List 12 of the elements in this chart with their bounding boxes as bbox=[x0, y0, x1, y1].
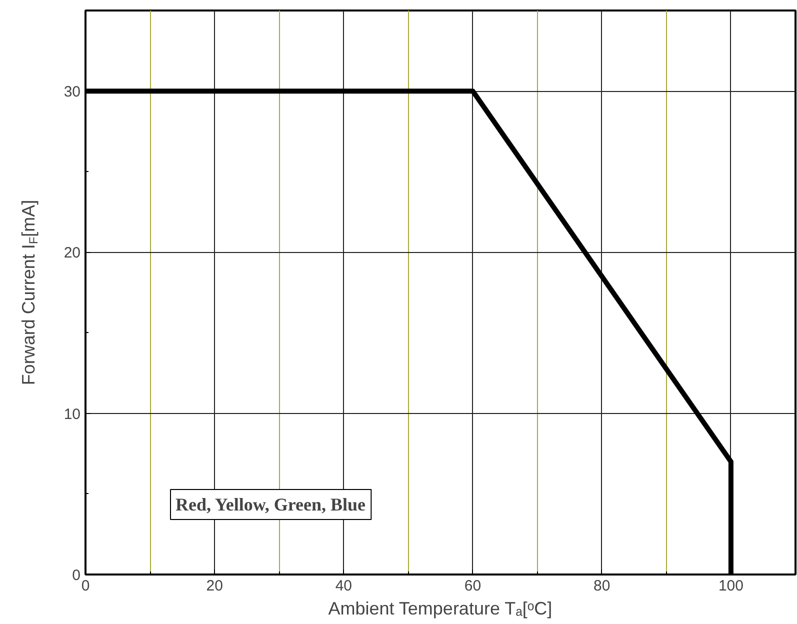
x-tick-label: 20 bbox=[206, 578, 223, 594]
y-tick-label: 0 bbox=[72, 567, 80, 584]
annotation: Red, Yellow, Green, Blue bbox=[176, 494, 366, 514]
x-tick-label: 100 bbox=[718, 578, 744, 594]
x-tick-label: 60 bbox=[464, 578, 482, 594]
y-tick-label: 30 bbox=[64, 84, 81, 101]
y-tick-label: 20 bbox=[64, 244, 81, 262]
y-tick-label: 10 bbox=[64, 406, 81, 423]
y-axis-title: Forward Current IF[mA] bbox=[18, 200, 40, 386]
x-tick-label: 40 bbox=[335, 578, 352, 594]
x-axis-title: Ambient Temperature Tₐ[ᵒC] bbox=[328, 598, 552, 618]
x-tick-label: 80 bbox=[594, 578, 610, 594]
